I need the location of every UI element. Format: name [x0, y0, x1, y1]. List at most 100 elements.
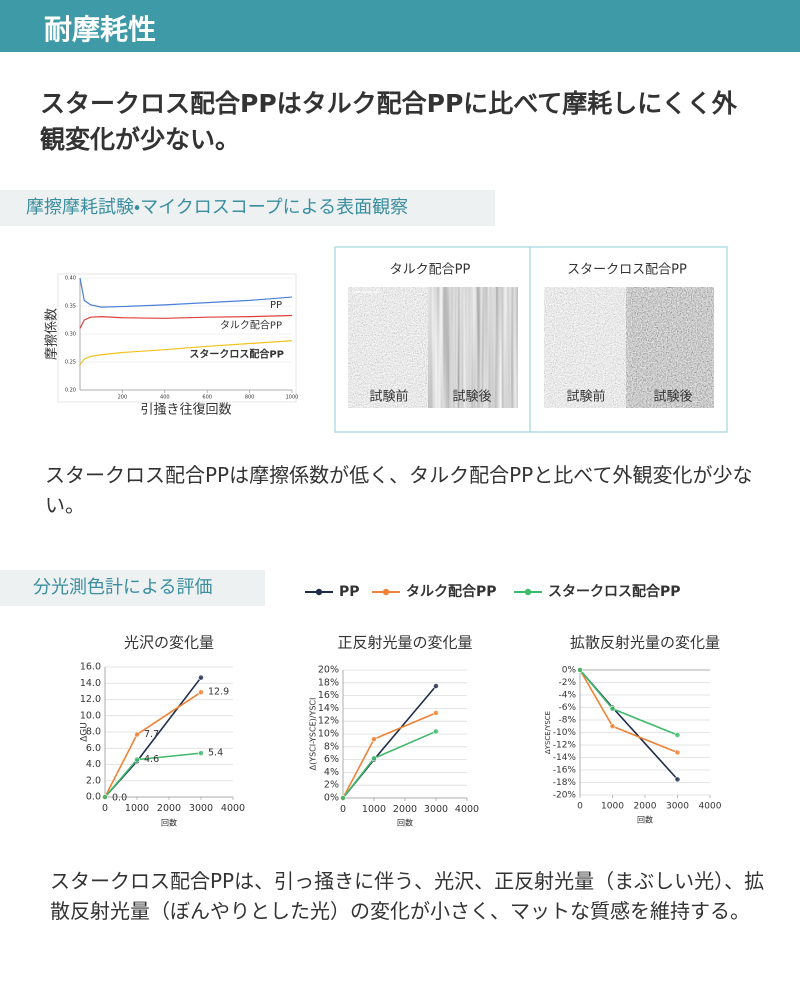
micro-image: [348, 287, 428, 408]
point: [134, 731, 140, 738]
y-tick-label: -20%: [553, 791, 577, 801]
y-axis-label: ΔGU: [80, 722, 90, 742]
x-tick-label: 200: [118, 395, 128, 401]
y-tick-label: 0.40: [65, 276, 76, 282]
header-title: 耐摩耗性: [44, 13, 157, 46]
y-tick-label: 0.30: [65, 332, 76, 338]
point: [609, 723, 616, 730]
series-name-label: スタークロス配合PP: [189, 348, 284, 361]
y-tick-label: 0.0: [86, 792, 101, 803]
x-tick-label: 400: [160, 395, 170, 401]
chart-title: 光沢の変化量: [124, 634, 214, 652]
point: [340, 795, 346, 801]
x-tick-label: 2000: [634, 802, 657, 812]
y-tick-label: 16.0: [80, 662, 101, 673]
legend-label: スタークロス配合PP: [548, 583, 681, 600]
point: [102, 794, 108, 800]
data-label: 4.6: [144, 754, 159, 765]
point: [674, 749, 681, 756]
legend-label: PP: [339, 584, 360, 600]
x-axis-label: 引掻き往復回数: [140, 402, 231, 418]
y-tick-label: 0.20: [65, 388, 76, 394]
section-title: 分光測色計による評価: [0, 570, 265, 606]
point: [371, 755, 377, 762]
x-tick-label: 1000: [601, 802, 624, 812]
header-bar: 耐摩耗性: [0, 0, 800, 52]
y-tick-label: 10%: [318, 729, 339, 740]
x-tick-label: 1000: [362, 804, 386, 815]
series-line: [79, 277, 293, 308]
y-tick-label: 4%: [324, 767, 339, 778]
point: [134, 756, 140, 763]
chart-title: 拡散反射光量の変化量: [570, 634, 720, 652]
legend-marker: [382, 588, 390, 596]
micro-label: 試験後: [452, 390, 491, 405]
y-tick-label: 12%: [318, 716, 339, 727]
y-tick-label: -2%: [558, 678, 576, 688]
micro-title: スタークロス配合PP: [567, 263, 687, 278]
y-tick-label: -18%: [553, 778, 577, 788]
y-tick-label: -8%: [558, 716, 576, 726]
series-name-label: タルク配合PP: [220, 319, 282, 332]
caption: スタークロス配合PPは、引っ掻きに伴う、光沢、正反射光量（まぶしい光）、拡散反射…: [50, 869, 765, 923]
micro-image: [428, 287, 518, 408]
data-label: 0.0: [112, 793, 127, 804]
x-tick-label: 600: [202, 395, 212, 401]
x-tick-label: 800: [245, 395, 255, 401]
series-line: [79, 314, 293, 329]
headline: スタークロス配合PPはタルク配合PPに比べて摩耗しにくく外観変化が少ない。: [40, 89, 737, 154]
micro-label: 試験後: [653, 390, 692, 405]
chart-title: 正反射光量の変化量: [337, 634, 472, 652]
x-tick-label: 3000: [666, 802, 689, 812]
chart: 拡散反射光量の変化量 0% -2% -4% -6% -8% -10% -12% -14% -16%…: [544, 634, 722, 825]
y-tick-label: 20%: [318, 665, 339, 676]
y-tick-label: -14%: [553, 753, 577, 763]
chart: 光沢の変化量 0.0 2.0 4.0 6.0 8.0 10.0 12.0 14.0 16.0 0 10…: [80, 634, 246, 828]
series-line: [79, 340, 293, 366]
point: [198, 674, 204, 681]
point: [674, 776, 681, 783]
y-tick-label: 6.0: [86, 743, 101, 754]
x-tick-label: 4000: [455, 804, 479, 815]
y-tick-label: 14.0: [80, 678, 101, 689]
x-tick-label: 1000: [286, 395, 299, 401]
micro-title: タルク配合PP: [390, 263, 471, 278]
x-tick-label: 2000: [393, 804, 417, 815]
y-tick-label: 0.25: [65, 360, 76, 366]
x-tick-label: 0: [577, 802, 583, 812]
panel-frame: [334, 246, 728, 433]
y-tick-label: 2.0: [86, 775, 101, 786]
x-axis-label: 回数: [637, 815, 653, 825]
x-tick-label: 1000: [125, 803, 149, 814]
y-tick-label: 16%: [318, 690, 339, 701]
point: [198, 689, 204, 696]
y-tick-label: 0%: [324, 793, 339, 804]
y-tick-label: -10%: [553, 728, 577, 738]
y-axis-label: 摩擦係数: [45, 308, 60, 360]
y-tick-label: 6%: [324, 754, 339, 765]
legend-marker: [524, 588, 532, 596]
y-tick-label: 8%: [324, 741, 339, 752]
x-tick-label: 3000: [424, 804, 448, 815]
data-label: 5.4: [208, 748, 223, 759]
chart: 0.20 0.25 0.30 0.35 0.40 200 400 600 800 1000 引掻き往…: [45, 273, 299, 418]
micro-label: 試験前: [369, 389, 408, 405]
y-tick-label: -12%: [553, 741, 577, 751]
caption: スタークロス配合PPは摩擦係数が低く、タルク配合PPと比べて外観変化が少ない。: [45, 463, 753, 517]
micro-image: [626, 287, 714, 408]
point: [674, 732, 681, 738]
x-tick-label: 0: [340, 804, 346, 815]
x-tick-label: 0: [102, 803, 108, 814]
y-tick-label: 10.0: [80, 710, 101, 721]
y-tick-label: 14%: [318, 703, 339, 714]
y-tick-label: 12.0: [80, 694, 101, 705]
y-tick-label: -4%: [558, 691, 576, 701]
y-tick-label: -16%: [553, 766, 577, 776]
point: [198, 750, 204, 757]
chart: 正反射光量の変化量 0% 2% 4% 6% 8%10% 12% 14% 16% 18%20% 0 10…: [309, 634, 480, 828]
micro-image: [544, 287, 626, 408]
x-tick-label: 4000: [699, 802, 722, 812]
y-tick-label: 0%: [562, 666, 577, 676]
